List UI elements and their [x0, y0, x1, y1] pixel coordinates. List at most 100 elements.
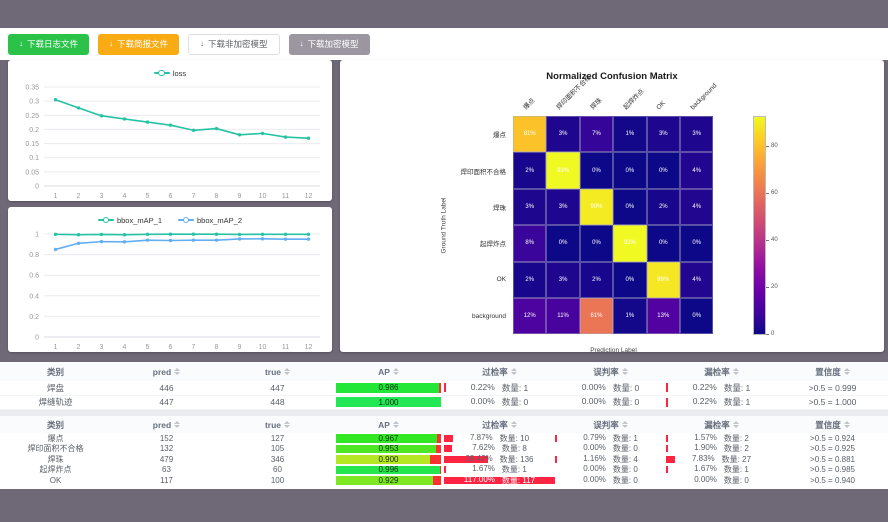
svg-text:0.4: 0.4 — [29, 293, 39, 300]
cell-confidence: >0.5 = 0.924 — [810, 433, 855, 443]
cm-cell: 93% — [546, 152, 580, 189]
table-row: 爆点 152 127 0.967 7.87% 数量: 10 0.79% 数量: 1 1.57% 数… — [0, 433, 888, 444]
table-row: 焊缝轨迹 447 448 1.000 0.00% 数量: 0 0.00% 数量: 0 0.22%… — [0, 396, 888, 410]
rate-value: 0.00% — [581, 381, 606, 392]
download-log-button[interactable]: ↓ 下载日志文件 — [8, 33, 90, 55]
rate-bar — [555, 434, 557, 442]
sort-caret-icon[interactable] — [174, 420, 181, 429]
download-icon: ↓ — [200, 39, 205, 48]
colorbar-tick — [766, 146, 769, 148]
cm-cell: 3% — [546, 261, 580, 298]
rate-value: 0.00% — [583, 464, 606, 474]
sort-caret-icon[interactable] — [510, 420, 517, 429]
sort-caret-icon[interactable] — [843, 420, 850, 429]
download-encrypted-model-button[interactable]: ↓ 下载加密模型 — [288, 33, 370, 55]
colorbar-tick — [766, 239, 769, 241]
rate-bar — [444, 455, 488, 463]
rate-count: 数量: 0 — [501, 397, 529, 408]
svg-text:3: 3 — [100, 344, 104, 351]
legend-item-bbox_mAP_1[interactable]: bbox_mAP_1 — [97, 216, 162, 225]
cell-class: 起焊炸点 — [39, 465, 72, 475]
cm-col-label: 焊珠 — [588, 97, 603, 112]
cm-cell: 0% — [646, 225, 680, 262]
rate-cell: 1.90% 数量: 2 — [666, 444, 777, 455]
sort-caret-icon[interactable] — [174, 367, 181, 376]
sort-caret-icon[interactable] — [392, 420, 399, 429]
svg-text:1: 1 — [54, 193, 58, 200]
sort-caret-icon[interactable] — [732, 420, 739, 429]
rate-value: 0.00% — [583, 475, 606, 484]
cell-ap: 0.900 — [333, 454, 444, 465]
rate-cell: 1.57% 数量: 2 — [666, 433, 777, 444]
legend-marker-icon — [153, 69, 170, 77]
download-icon: ↓ — [19, 39, 23, 48]
column-header-label: 过检率 — [482, 366, 508, 377]
rate-bar — [666, 466, 668, 474]
sort-caret-icon[interactable] — [843, 367, 850, 376]
column-header-mis[interactable]: 误判率 — [555, 362, 666, 381]
sort-caret-icon[interactable] — [284, 367, 291, 376]
sort-caret-icon[interactable] — [284, 420, 291, 429]
svg-text:0: 0 — [35, 335, 39, 342]
cm-cell: 0% — [579, 225, 614, 262]
download-report-button[interactable]: ↓ 下载简报文件 — [98, 33, 180, 55]
cell-ap: 0.996 — [333, 465, 444, 476]
chart-legend: bbox_mAP_1 bbox_mAP_2 — [8, 207, 332, 229]
rate-count: 数量: 1 — [723, 397, 751, 408]
column-header-ap[interactable]: AP — [333, 416, 444, 433]
cm-row-label: 起焊炸点 — [480, 241, 506, 249]
rate-cell: 0.00% 数量: 0 — [555, 465, 666, 476]
rate-value: 0.00% — [694, 475, 717, 484]
rate-count: 数量: 1 — [501, 465, 527, 475]
svg-text:0.1: 0.1 — [29, 155, 39, 162]
column-header-miss[interactable]: 漏检率 — [666, 416, 777, 433]
rate-count: 数量: 136 — [499, 454, 534, 464]
svg-text:3: 3 — [100, 193, 104, 200]
column-header-over[interactable]: 过检率 — [444, 362, 555, 381]
cm-cell: 1% — [613, 298, 647, 335]
sort-caret-icon[interactable] — [621, 420, 628, 429]
svg-text:6: 6 — [169, 344, 173, 351]
rate-cell: 0.00% 数量: 0 — [555, 475, 666, 486]
ap-bar: 0.967 — [336, 434, 441, 443]
sort-caret-icon[interactable] — [621, 367, 628, 376]
button-label: 下载简报文件 — [117, 39, 169, 49]
column-header-ap[interactable]: AP — [333, 362, 444, 381]
cm-row-label: background — [472, 312, 506, 320]
sort-caret-icon[interactable] — [392, 367, 399, 376]
column-header-conf[interactable]: 置信度 — [777, 416, 888, 433]
rate-value: 1.67% — [694, 464, 717, 474]
rate-cell: 0.79% 数量: 1 — [555, 433, 666, 444]
column-header-label: AP — [378, 366, 390, 377]
column-header-mis[interactable]: 误判率 — [555, 416, 666, 433]
download-unencrypted-model-button[interactable]: ↓ 下载非加密模型 — [188, 33, 280, 55]
cm-cell: 0% — [613, 188, 647, 226]
loss-chart-card-svg: 00.050.10.150.20.250.30.351 2 3 4 5 6 7 8 9 10 11 1… — [25, 85, 320, 200]
cell-true: 448 — [270, 397, 285, 408]
column-header-true[interactable]: true — [222, 416, 333, 433]
column-header-over[interactable]: 过检率 — [444, 416, 555, 433]
legend-item-loss[interactable]: loss — [153, 69, 186, 78]
cm-cell: 93% — [613, 225, 647, 262]
column-header-miss[interactable]: 漏检率 — [666, 362, 777, 381]
cell-pred: 117 — [160, 475, 173, 485]
legend-marker-icon — [97, 216, 114, 224]
rate-value: 0.00% — [470, 396, 495, 407]
sort-caret-icon[interactable] — [510, 367, 517, 376]
rate-bar — [666, 445, 669, 453]
cell-class: 焊盘 — [46, 382, 64, 393]
sort-caret-icon[interactable] — [732, 367, 739, 376]
table-row: OK 117 100 0.929 117.00% 数量: 117 0.00% 数量: 0 0.0… — [0, 475, 888, 486]
column-header-label: 类别 — [46, 366, 64, 377]
legend-item-bbox_mAP_2[interactable]: bbox_mAP_2 — [178, 216, 242, 225]
x-axis-label: Prediction Label — [590, 347, 637, 354]
column-header-pred[interactable]: pred — [111, 362, 222, 381]
chart-legend: loss — [8, 60, 332, 82]
column-header-true[interactable]: true — [222, 362, 333, 381]
cell-class: 焊印面积不合格 — [27, 444, 84, 454]
column-header-conf[interactable]: 置信度 — [777, 362, 888, 381]
column-header-label: 误判率 — [593, 419, 619, 430]
column-header-pred[interactable]: pred — [111, 416, 222, 433]
ap-bar: 0.900 — [336, 455, 441, 464]
rate-count: 数量: 0 — [612, 475, 638, 485]
